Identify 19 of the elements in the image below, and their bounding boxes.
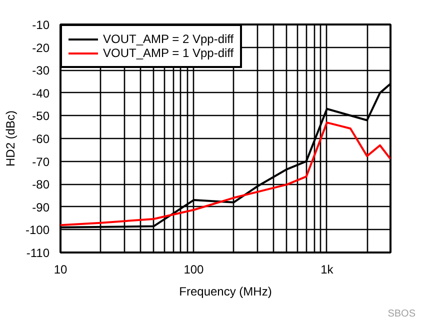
- x-tick-label: 10: [54, 262, 68, 276]
- y-tick-label: -110: [26, 246, 50, 260]
- text: SBOS: [388, 308, 416, 320]
- y-tick-label: -20: [32, 40, 50, 55]
- x-tick-label: 1k: [320, 262, 334, 276]
- y-tick-label: -100: [25, 223, 50, 238]
- y-axis-title: HD2 (dBc): [3, 110, 18, 167]
- y-tick-label: -70: [32, 154, 50, 169]
- x-axis-title: Frequency (MHz): [179, 284, 272, 298]
- y-tick-label: -50: [32, 109, 50, 124]
- y-tick-label: -40: [32, 86, 50, 100]
- y-tick-label: -80: [32, 178, 50, 192]
- legend-label: VOUT_AMP = 1 Vpp-diff: [103, 46, 234, 60]
- x-tick-label: 100: [184, 262, 204, 276]
- y-tick-label: -60: [32, 132, 50, 146]
- legend-label: VOUT_AMP = 2 Vpp-diff: [103, 32, 234, 46]
- y-tick-label: -30: [32, 64, 50, 78]
- y-tick-label: -10: [32, 18, 50, 32]
- y-tick-label: -90: [32, 200, 50, 214]
